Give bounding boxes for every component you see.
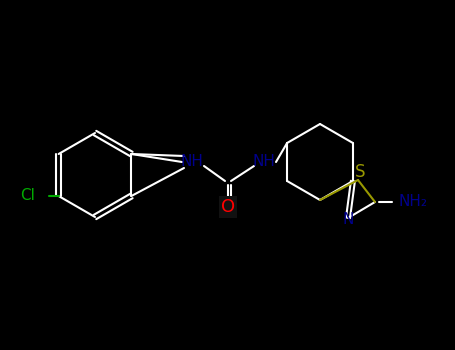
Text: Cl: Cl — [20, 189, 35, 203]
Text: S: S — [355, 163, 365, 181]
Text: O: O — [221, 198, 235, 216]
Text: NH: NH — [181, 154, 203, 169]
Text: N: N — [342, 212, 354, 228]
Text: NH₂: NH₂ — [399, 195, 428, 210]
Text: NH: NH — [253, 154, 275, 169]
